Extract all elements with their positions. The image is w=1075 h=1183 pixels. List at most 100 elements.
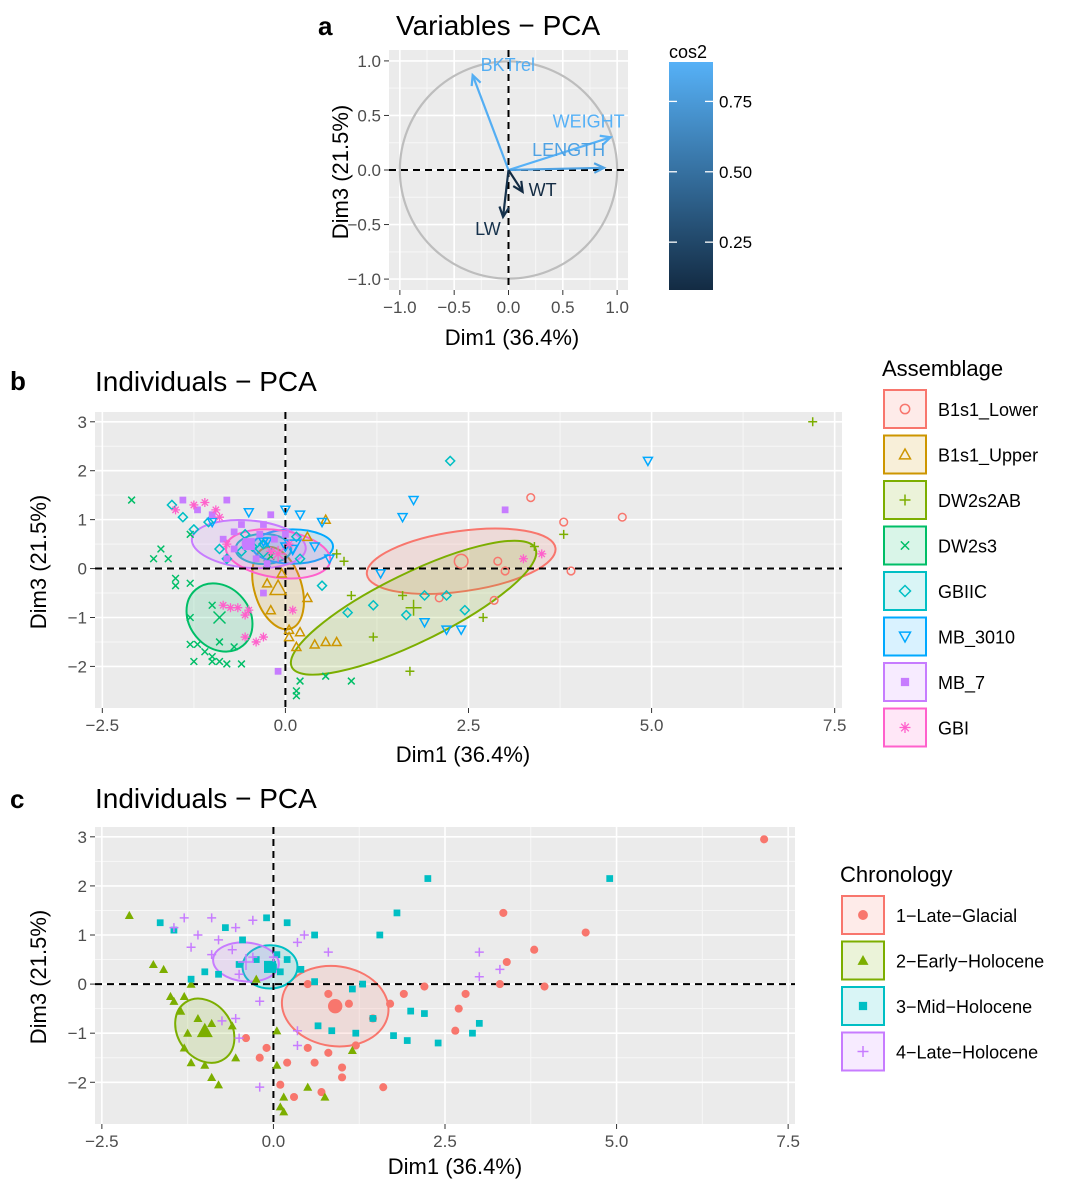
data-point: [200, 498, 210, 508]
data-point: [257, 538, 270, 550]
data-point: [222, 924, 229, 932]
y-tick-label: 2: [78, 877, 87, 896]
data-point: [282, 530, 289, 538]
colorbar: 0.25 0.50 0.75: [669, 62, 752, 290]
data-point: [234, 969, 244, 979]
data-point: [283, 956, 291, 963]
data-point: [279, 1092, 289, 1101]
data-point: [489, 595, 499, 605]
data-point: [225, 603, 235, 613]
x-tick-label: 5.0: [605, 1132, 629, 1151]
data-point: [183, 1028, 193, 1037]
data-point: [189, 657, 198, 666]
data-point: [347, 677, 356, 685]
legend-label: 3−Mid−Holocene: [896, 997, 1032, 1017]
data-point: [346, 590, 356, 600]
data-point: [156, 919, 164, 927]
data-point: [461, 989, 470, 998]
data-point: [369, 1015, 377, 1022]
data-point: [478, 612, 488, 622]
data-point: [193, 640, 202, 649]
data-point: [186, 942, 196, 952]
data-point: [319, 635, 332, 647]
data-point: [642, 456, 654, 467]
data-point: [200, 1060, 210, 1069]
data-point: [301, 591, 314, 603]
data-point: [243, 507, 255, 519]
arrow-head: [593, 162, 607, 174]
data-point: [294, 510, 306, 521]
data-point: [255, 996, 265, 1006]
panel-b: b Individuals − PCA Dim1 (36.4%) Dim3 (2…: [10, 356, 1038, 767]
data-point: [283, 919, 291, 927]
data-point: [255, 1053, 264, 1062]
group-centroid: [453, 553, 469, 569]
data-point: [244, 605, 254, 615]
confidence-ellipse: [365, 527, 557, 595]
group-centroid: [405, 599, 422, 616]
data-point: [201, 968, 209, 976]
colorbar-tick-label: 0.50: [719, 163, 752, 182]
data-point: [179, 991, 189, 1000]
data-point: [434, 1039, 442, 1047]
data-point: [255, 1082, 265, 1092]
legend-symbol: [898, 447, 912, 460]
data-point: [398, 590, 408, 600]
y-tick-label: 3: [78, 413, 87, 432]
legend-symbol: [858, 1001, 868, 1011]
data-point: [294, 553, 306, 565]
data-point: [213, 543, 226, 555]
data-point: [308, 542, 321, 553]
y-tick-label: 0.5: [357, 106, 381, 125]
data-point: [459, 604, 471, 616]
data-point: [264, 604, 277, 615]
data-point: [283, 623, 295, 635]
data-point: [288, 605, 298, 615]
legend-symbol: [858, 910, 868, 920]
data-point: [283, 631, 295, 642]
data-point: [223, 496, 231, 504]
legend-label: 4−Late−Holocene: [896, 1043, 1038, 1063]
data-point: [455, 625, 467, 636]
data-point: [617, 512, 627, 522]
data-point: [501, 506, 509, 514]
data-point: [303, 980, 312, 989]
data-point: [268, 952, 278, 962]
data-point: [279, 542, 292, 553]
data-point: [176, 1006, 186, 1015]
data-point: [303, 1082, 313, 1091]
data-point: [294, 626, 306, 637]
data-point: [500, 566, 510, 576]
legend-label: GBIIC: [938, 582, 987, 602]
data-point: [393, 909, 401, 917]
data-point: [188, 523, 200, 535]
data-point: [390, 1032, 397, 1040]
x-tick-label: 0.0: [497, 298, 521, 317]
group-centroid: [196, 1022, 213, 1038]
data-point: [214, 1080, 224, 1089]
data-point: [267, 511, 275, 519]
data-point: [238, 521, 245, 528]
data-point: [164, 554, 173, 563]
y-tick-label: −2: [68, 657, 87, 676]
data-point: [193, 930, 203, 940]
data-point: [499, 908, 508, 917]
data-point: [493, 556, 503, 566]
data-point: [290, 531, 302, 543]
data-point: [330, 635, 343, 647]
legend-key: [883, 616, 927, 657]
x-tick-label: 0.5: [551, 298, 575, 317]
data-point: [332, 549, 342, 559]
legend-label: MB_3010: [938, 628, 1015, 649]
data-point: [208, 601, 217, 610]
data-point: [240, 610, 250, 620]
data-point: [359, 980, 367, 988]
panel-a-letter: a: [318, 11, 333, 41]
data-point: [239, 936, 246, 944]
data-point: [311, 931, 318, 939]
data-point: [396, 512, 409, 524]
data-point: [217, 1016, 227, 1026]
x-tick-label: −0.5: [437, 298, 471, 317]
data-point: [208, 511, 216, 519]
data-point: [256, 530, 264, 538]
